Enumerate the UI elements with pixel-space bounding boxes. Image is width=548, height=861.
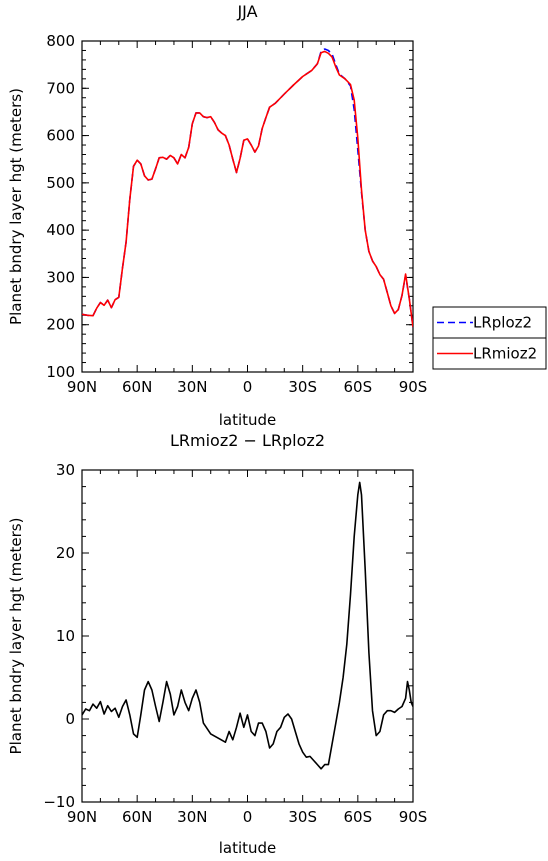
- series-line-0: [82, 481, 413, 770]
- x-axis-label: latitude: [219, 411, 277, 429]
- x-tick-label: 30S: [288, 378, 317, 396]
- y-tick-label: 30: [56, 461, 75, 479]
- x-tick-label: 60N: [122, 808, 152, 826]
- x-tick-label: 90S: [399, 808, 428, 826]
- x-tick-label: 30N: [177, 808, 207, 826]
- legend-label-lrploz2: LRploz2: [473, 314, 532, 332]
- y-tick-label: 400: [46, 221, 75, 239]
- y-tick-label: 10: [56, 627, 75, 645]
- x-axis-label: latitude: [219, 839, 277, 857]
- top-panel: 90N 60N 30N 0 30S 60S 90S 100 200 300 400 500 600 700…: [7, 2, 427, 429]
- y-tick-label: 20: [56, 544, 75, 562]
- y-tick-label: 0: [65, 710, 75, 728]
- x-tick-label: 30N: [177, 378, 207, 396]
- y-tick-label: 300: [46, 268, 75, 286]
- x-tick-label: 90S: [399, 378, 428, 396]
- x-tick-label: 60S: [344, 808, 373, 826]
- x-tick-label: 60S: [344, 378, 373, 396]
- legend-label-lrmioz2: LRmioz2: [473, 345, 537, 363]
- y-tick-label: 100: [46, 363, 75, 381]
- x-tick-label: 0: [243, 378, 253, 396]
- y-tick-label: −10: [43, 793, 75, 811]
- y-axis-label: Planet bndry layer hgt (meters): [7, 518, 25, 755]
- y-tick-label: 600: [46, 127, 75, 145]
- y-tick-label: 500: [46, 174, 75, 192]
- x-tick-label: 90N: [67, 808, 97, 826]
- x-tick-label: 60N: [122, 378, 152, 396]
- chart-title: JJA: [236, 2, 257, 21]
- y-tick-label: 200: [46, 316, 75, 334]
- x-tick-label: 90N: [67, 378, 97, 396]
- bottom-panel: 90N 60N 30N 0 30S 60S 90S −10 0 10 20 30 LRmioz2 − L…: [7, 431, 427, 857]
- chart-title: LRmioz2 − LRploz2: [170, 431, 325, 450]
- x-tick-label: 30S: [288, 808, 317, 826]
- y-tick-label: 700: [46, 79, 75, 97]
- y-axis-label: Planet bndry layer hgt (meters): [7, 88, 25, 325]
- x-tick-label: 0: [243, 808, 253, 826]
- legend: LRploz2 LRmioz2: [432, 306, 547, 370]
- series-line-lrmioz2: [82, 50, 413, 328]
- y-tick-label: 800: [46, 32, 75, 50]
